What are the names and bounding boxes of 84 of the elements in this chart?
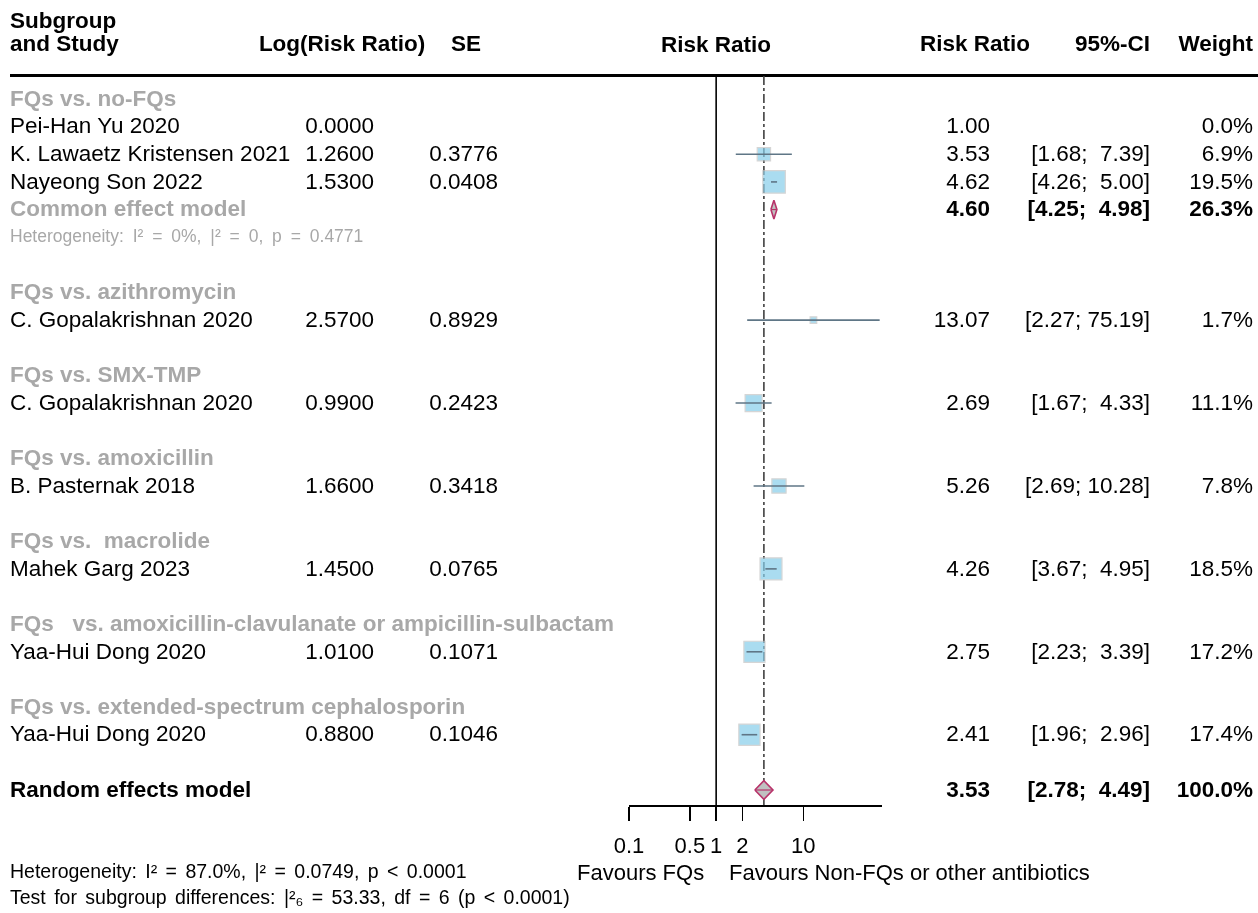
category-label: SE (450, 30, 482, 56)
text: 4.62 (946, 168, 990, 194)
x-tick-label: 0.5 (674, 832, 706, 858)
text: Nayeong Son 2022 (10, 168, 203, 194)
text: C. Gopalakrishnan 2020 (10, 389, 253, 415)
text: 0.0408 (429, 168, 498, 194)
text: 26.3% (1189, 196, 1253, 222)
text: FQs vs. azithromycin (10, 279, 237, 305)
text: 4.60 (946, 196, 990, 222)
text: FQs vs. amoxicillin (10, 445, 214, 471)
text: 13.07 (933, 306, 990, 332)
text: Favours FQs (577, 860, 705, 885)
text: 11.1% (1190, 389, 1253, 415)
text: [4.25; 4.98] (1027, 196, 1150, 222)
text: 17.2% (1189, 638, 1253, 664)
text: 0.3776 (429, 141, 498, 167)
text: 18.5% (1189, 555, 1253, 581)
text: Heterogeneity: I² = 0%, |² = 0, p = 0.4771 (10, 226, 364, 247)
text: 19.5% (1189, 168, 1253, 194)
text: FQs vs. macrolide (10, 527, 211, 553)
text: [2.23; 3.39] (1031, 638, 1150, 664)
text: 1.00 (946, 113, 990, 139)
text: 0.2423 (429, 389, 498, 415)
text: FQs vs. extended-spectrum cephalosporin (10, 693, 466, 719)
chart-title: Risk Ratio (660, 31, 772, 57)
category-label: 95%-CI (1074, 30, 1150, 56)
text: Favours Non-FQs or other antibiotics (729, 860, 1090, 885)
text: 2.75 (946, 638, 990, 664)
category-label: Weight (1178, 30, 1253, 56)
text: 1.7% (1201, 306, 1253, 332)
text: FQs vs. SMX-TMP (10, 362, 202, 388)
text: 0.0% (1201, 113, 1253, 139)
x-tick-label: 10 (791, 832, 816, 858)
text: 0.9900 (305, 389, 374, 415)
text: 5.26 (946, 472, 990, 498)
text: 0.1046 (429, 721, 498, 747)
text: 4.26 (946, 555, 990, 581)
text: 0.0765 (429, 555, 498, 581)
x-tick-label: 1 (710, 832, 723, 858)
text: K. Lawaetz Kristensen 2021 (10, 141, 291, 167)
text: [2.78; 4.49] (1027, 776, 1150, 802)
text: 3.53 (946, 141, 990, 167)
text: 1.4500 (305, 555, 374, 581)
text: 100.0% (1176, 776, 1253, 802)
text: Pei-Han Yu 2020 (10, 113, 180, 139)
text: [1.67; 4.33] (1031, 389, 1150, 415)
text: 7.8% (1201, 472, 1253, 498)
text: 6.9% (1201, 141, 1253, 167)
text: FQs vs. no-FQs (10, 85, 177, 111)
text: B. Pasternak 2018 (10, 472, 196, 498)
text: 17.4% (1189, 721, 1253, 747)
category-label: Subgroup and Study (10, 8, 119, 56)
text: 2.69 (946, 389, 990, 415)
text: 0.8929 (429, 306, 498, 332)
text: 0.1071 (429, 638, 498, 664)
text: [2.69; 10.28] (1024, 472, 1150, 498)
text: 2.41 (946, 721, 990, 747)
text: FQs vs. amoxicillin-clavulanate or ampicillin-sulbactam (10, 610, 614, 636)
text: 1.6600 (305, 472, 374, 498)
text: Mahek Garg 2023 (10, 555, 191, 581)
text: 1.2600 (305, 141, 374, 167)
text: Common effect model (10, 196, 247, 222)
text: [4.26; 5.00] (1031, 168, 1150, 194)
text: Random effects model (10, 776, 252, 802)
category-label: Log(Risk Ratio) (258, 30, 426, 56)
text: [2.27; 75.19] (1024, 306, 1150, 332)
text: 1.5300 (305, 168, 374, 194)
text: [3.67; 4.95] (1031, 555, 1150, 581)
text: Heterogeneity: I² = 87.0%, |² = 0.0749, p < 0.0001 (10, 860, 467, 883)
text: 0.3418 (429, 472, 498, 498)
text: 0.8800 (305, 721, 374, 747)
text: [1.68; 7.39] (1031, 141, 1150, 167)
text: [1.96; 2.96] (1031, 721, 1150, 747)
text: Test for subgroup differences: |²₆ = 53.33, df = 6 (p < 0.0001) (10, 886, 570, 909)
text: C. Gopalakrishnan 2020 (10, 306, 253, 332)
text: 1.0100 (305, 638, 374, 664)
text: Yaa-Hui Dong 2020 (10, 721, 206, 747)
text: 2.5700 (305, 306, 374, 332)
x-tick-label: 2 (736, 832, 749, 858)
text: 0.0000 (305, 113, 374, 139)
text: 3.53 (946, 776, 990, 802)
text: Yaa-Hui Dong 2020 (10, 638, 206, 664)
category-label: Risk Ratio (919, 30, 1030, 56)
x-tick-label: 0.1 (613, 832, 645, 858)
